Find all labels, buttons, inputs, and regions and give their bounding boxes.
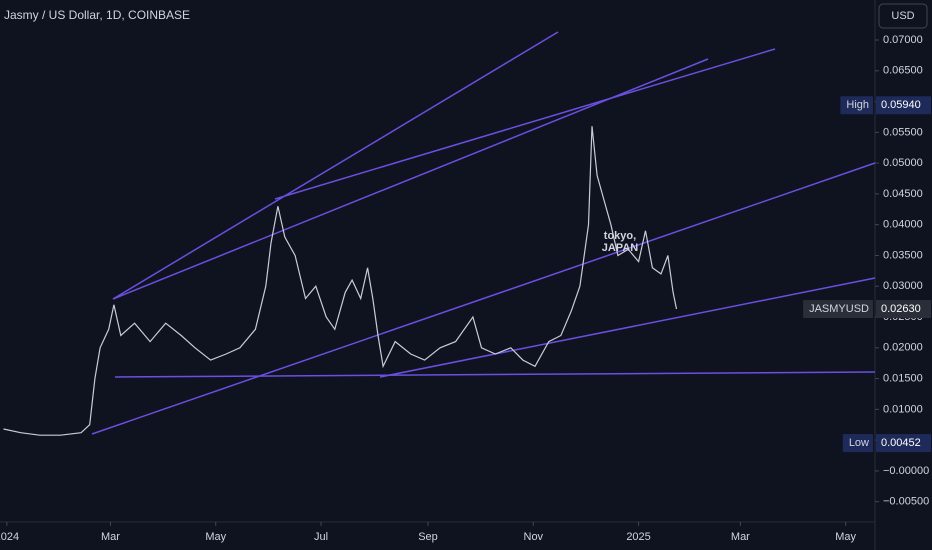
price-label-box: [876, 434, 931, 453]
x-tick-label: May: [835, 531, 856, 543]
y-tick-label: −0.00000: [883, 465, 929, 477]
price-label-box: [876, 96, 931, 115]
price-label-name: Low: [849, 437, 869, 449]
y-tick-label: 0.02000: [883, 342, 923, 354]
y-tick-label: −0.00500: [883, 496, 929, 508]
y-tick-label: 0.01500: [883, 372, 923, 384]
currency-label[interactable]: USD: [891, 10, 914, 22]
x-tick-label: Mar: [101, 531, 120, 543]
price-label-name-box: [842, 434, 873, 453]
y-tick-label: 0.05500: [883, 126, 923, 138]
price-label-name-box: [803, 300, 873, 319]
price-label-value: 0.05940: [881, 99, 921, 111]
x-tick-label: Sep: [418, 531, 438, 543]
y-tick-label: 0.06500: [883, 65, 923, 77]
trend-line: [379, 277, 876, 378]
price-line: [3, 126, 678, 436]
annotation-line: JAPAN: [602, 242, 639, 254]
annotation-line: tokyo,: [604, 230, 636, 242]
price-label-box: [876, 300, 931, 319]
y-tick-label: 0.04000: [883, 219, 923, 231]
price-label-name: JASMYUSD: [809, 303, 869, 315]
annotation: tokyo, JAPAN: [602, 230, 639, 254]
price-label-name-box: [840, 96, 873, 115]
price-label-name: High: [846, 99, 869, 111]
y-tick-label: 0.03000: [883, 280, 923, 292]
price-label-value: 0.00452: [881, 437, 921, 449]
y-tick-label: 0.07000: [883, 34, 923, 46]
x-tick-label: Jul: [314, 531, 328, 543]
x-tick-label: 2025: [626, 531, 650, 543]
chart-title: Jasmy / US Dollar, 1D, COINBASE: [4, 8, 190, 22]
trend-line: [114, 371, 876, 378]
trend-line: [91, 162, 876, 435]
trend-line: [112, 31, 559, 300]
trend-lines: [91, 31, 876, 435]
x-tick-label: 2024: [0, 531, 19, 543]
x-tick-label: Mar: [731, 531, 750, 543]
price-label-value: 0.02630: [881, 303, 921, 315]
y-tick-label: 0.05000: [883, 157, 923, 169]
trend-line: [274, 48, 776, 200]
y-tick-label: 0.01000: [883, 403, 923, 415]
y-tick-label: 0.04500: [883, 188, 923, 200]
x-tick-label: Nov: [524, 531, 544, 543]
y-tick-label: 0.03500: [883, 249, 923, 261]
x-tick-label: May: [205, 531, 226, 543]
currency-button[interactable]: [878, 3, 928, 29]
